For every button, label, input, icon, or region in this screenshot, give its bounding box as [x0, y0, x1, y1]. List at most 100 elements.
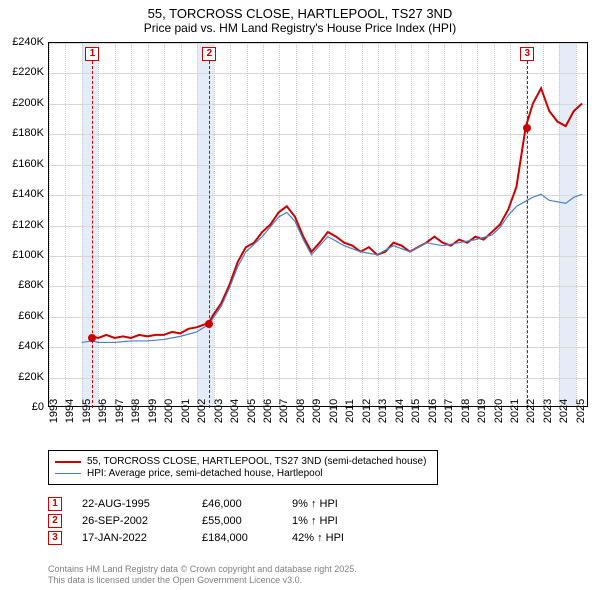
- gridline-vertical: [263, 43, 264, 406]
- legend-box: 55, TORCROSS CLOSE, HARTLEPOOL, TS27 3ND…: [48, 450, 438, 485]
- gridline-vertical: [362, 43, 363, 406]
- shaded-band: [82, 43, 98, 406]
- chart-area: 123 £0£20K£40K£60K£80K£100K£120K£140K£16…: [48, 42, 588, 407]
- gridline-horizontal: [49, 317, 587, 318]
- plot-region: 1 2 3: [48, 42, 588, 407]
- y-axis-label: £0: [0, 401, 44, 413]
- sales-price: £55,000: [202, 515, 272, 527]
- sales-price: £184,000: [202, 532, 272, 544]
- y-axis-label: £60K: [0, 310, 44, 322]
- y-axis-label: £100K: [0, 249, 44, 261]
- sales-table: 122-AUG-1995£46,0009% ↑ HPI226-SEP-2002£…: [48, 494, 382, 548]
- gridline-vertical: [98, 43, 99, 406]
- sales-date: 22-AUG-1995: [82, 498, 182, 510]
- gridline-vertical: [461, 43, 462, 406]
- y-axis-label: £140K: [0, 188, 44, 200]
- gridline-vertical: [279, 43, 280, 406]
- shaded-band: [197, 43, 213, 406]
- marker-line: [527, 61, 528, 408]
- footer-attribution: Contains HM Land Registry data © Crown c…: [48, 564, 357, 586]
- sales-marker-badge: 1: [48, 497, 62, 511]
- arrow-up-icon: ↑: [311, 498, 317, 510]
- y-axis-label: £200K: [0, 97, 44, 109]
- gridline-vertical: [494, 43, 495, 406]
- gridline-vertical: [345, 43, 346, 406]
- gridline-horizontal: [49, 73, 587, 74]
- sales-diff: 9% ↑ HPI: [292, 498, 382, 510]
- gridline-vertical: [428, 43, 429, 406]
- sales-marker-badge: 3: [48, 531, 62, 545]
- title-subtitle: Price paid vs. HM Land Registry's House …: [0, 21, 600, 35]
- gridline-vertical: [181, 43, 182, 406]
- gridline-vertical: [559, 43, 560, 406]
- legend-item: HPI: Average price, semi-detached house,…: [55, 468, 431, 479]
- sales-diff: 42% ↑ HPI: [292, 532, 382, 544]
- gridline-vertical: [131, 43, 132, 406]
- footer-line1: Contains HM Land Registry data © Crown c…: [48, 564, 357, 575]
- gridline-vertical: [247, 43, 248, 406]
- marker-badge: 3: [520, 47, 534, 61]
- title-block: 55, TORCROSS CLOSE, HARTLEPOOL, TS27 3ND…: [0, 0, 600, 37]
- gridline-horizontal: [49, 165, 587, 166]
- gridline-vertical: [49, 43, 50, 406]
- y-axis-label: £160K: [0, 158, 44, 170]
- gridline-vertical: [411, 43, 412, 406]
- y-axis-label: £40K: [0, 340, 44, 352]
- sales-diff: 1% ↑ HPI: [292, 515, 382, 527]
- gridline-vertical: [444, 43, 445, 406]
- gridline-vertical: [164, 43, 165, 406]
- gridline-horizontal: [49, 256, 587, 257]
- gridline-vertical: [296, 43, 297, 406]
- arrow-up-icon: ↑: [317, 532, 323, 544]
- gridline-horizontal: [49, 378, 587, 379]
- gridline-vertical: [312, 43, 313, 406]
- series-line: [82, 194, 582, 342]
- gridline-horizontal: [49, 134, 587, 135]
- y-axis-label: £180K: [0, 127, 44, 139]
- gridline-vertical: [543, 43, 544, 406]
- sales-date: 26-SEP-2002: [82, 515, 182, 527]
- y-axis-label: £80K: [0, 279, 44, 291]
- legend-label: 55, TORCROSS CLOSE, HARTLEPOOL, TS27 3ND…: [87, 456, 426, 467]
- gridline-vertical: [329, 43, 330, 406]
- gridline-horizontal: [49, 43, 587, 44]
- gridline-vertical: [65, 43, 66, 406]
- legend-label: HPI: Average price, semi-detached house,…: [87, 468, 323, 479]
- gridline-vertical: [214, 43, 215, 406]
- sales-row: 226-SEP-2002£55,0001% ↑ HPI: [48, 514, 382, 528]
- legend-swatch: [55, 473, 81, 474]
- gridline-vertical: [82, 43, 83, 406]
- title-address: 55, TORCROSS CLOSE, HARTLEPOOL, TS27 3ND: [0, 6, 600, 21]
- gridline-vertical: [510, 43, 511, 406]
- gridline-horizontal: [49, 347, 587, 348]
- sales-price: £46,000: [202, 498, 272, 510]
- gridline-vertical: [395, 43, 396, 406]
- marker-badge: 2: [202, 47, 216, 61]
- y-axis-label: £120K: [0, 219, 44, 231]
- y-axis-label: £220K: [0, 66, 44, 78]
- gridline-vertical: [148, 43, 149, 406]
- y-axis-label: £20K: [0, 371, 44, 383]
- sales-row: 1 22-AUG-1995 £46,000 9% ↑ HPI: [48, 497, 382, 511]
- marker-line: [209, 61, 210, 408]
- marker-badge: 1: [85, 47, 99, 61]
- footer-line2: This data is licensed under the Open Gov…: [48, 575, 357, 586]
- line-svg: [49, 43, 587, 406]
- legend-swatch: [55, 461, 81, 463]
- gridline-vertical: [197, 43, 198, 406]
- arrow-up-icon: ↑: [311, 515, 317, 527]
- gridline-vertical: [576, 43, 577, 406]
- gridline-vertical: [115, 43, 116, 406]
- gridline-vertical: [378, 43, 379, 406]
- gridline-vertical: [230, 43, 231, 406]
- x-axis-label: 2025: [575, 399, 600, 423]
- y-axis-label: £240K: [0, 36, 44, 48]
- gridline-horizontal: [49, 104, 587, 105]
- sales-date: 17-JAN-2022: [82, 532, 182, 544]
- sales-row: 3 17-JAN-2022 £184,000 42% ↑ HPI: [48, 531, 382, 545]
- gridline-horizontal: [49, 286, 587, 287]
- shaded-band: [559, 43, 575, 406]
- legend-item: 55, TORCROSS CLOSE, HARTLEPOOL, TS27 3ND…: [55, 456, 431, 467]
- chart-container: 55, TORCROSS CLOSE, HARTLEPOOL, TS27 3ND…: [0, 0, 600, 590]
- series-line: [92, 88, 582, 338]
